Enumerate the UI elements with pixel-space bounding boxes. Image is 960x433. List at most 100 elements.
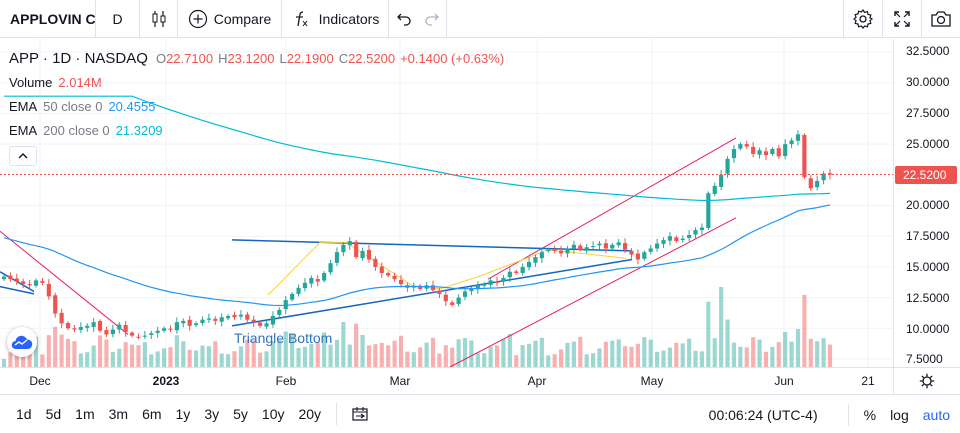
interval-selector[interactable]: D	[96, 0, 140, 38]
scale-settings-button[interactable]	[893, 368, 960, 394]
candle-body	[226, 316, 231, 319]
chart-grid	[0, 39, 893, 367]
range-3m[interactable]: 3m	[108, 406, 129, 422]
volume-bar	[283, 331, 288, 367]
price-chart[interactable]	[0, 39, 893, 367]
legend-collapse-button[interactable]	[9, 146, 37, 166]
time-label: Mar	[389, 374, 411, 388]
price-scale[interactable]: 32.5000 30.0000 27.5000 25.0000 20.0000 …	[893, 39, 960, 367]
ema-200-line[interactable]	[4, 95, 831, 202]
candle-body	[526, 261, 532, 268]
candle-body	[14, 278, 19, 282]
range-1m[interactable]: 1m	[75, 406, 95, 422]
candle-body	[296, 287, 301, 294]
range-20y[interactable]: 20y	[298, 406, 322, 422]
range-1d[interactable]: 1d	[16, 406, 32, 422]
candle-body	[469, 289, 474, 292]
candle-body	[462, 291, 468, 297]
undo-button[interactable]	[389, 0, 418, 38]
screenshot-button[interactable]	[921, 0, 960, 38]
legend-ema50-row[interactable]: EMA 50 close 0 20.4555	[9, 94, 509, 118]
candle-body	[808, 178, 813, 189]
volume-bar	[783, 332, 788, 367]
symbol-search[interactable]: APPLOVIN C	[0, 0, 96, 38]
volume-bar	[341, 322, 346, 367]
candle-body	[194, 323, 199, 326]
volume-bar	[808, 338, 813, 367]
candle-body	[815, 180, 820, 188]
auto-scale-toggle[interactable]: auto	[922, 406, 950, 423]
volume-bar	[411, 352, 416, 367]
range-3y[interactable]: 3y	[204, 406, 220, 422]
range-1y[interactable]: 1y	[175, 406, 191, 422]
chart-type-button[interactable]	[140, 0, 178, 38]
settings-button[interactable]	[843, 0, 882, 38]
volume-bar	[667, 347, 673, 367]
candle-body	[661, 239, 666, 244]
candle-body	[136, 336, 141, 338]
volume-bar	[328, 344, 333, 367]
volume-bar	[155, 351, 160, 367]
volume-bar	[354, 323, 359, 367]
range-5y[interactable]: 5y	[233, 406, 248, 422]
volume-bar	[405, 351, 410, 367]
volume-bar	[296, 348, 301, 367]
volume-bar	[469, 340, 474, 367]
candle-body	[309, 277, 314, 284]
volume-bar	[533, 340, 538, 367]
candle-body	[731, 149, 737, 159]
time-label: Apr	[527, 374, 547, 388]
range-5d[interactable]: 5d	[45, 406, 62, 422]
volume-bar	[398, 335, 404, 367]
candle-body	[72, 328, 77, 330]
volume-bar	[546, 355, 551, 367]
candle-body	[149, 333, 154, 335]
volume-bar	[514, 355, 519, 367]
candle-body	[584, 247, 589, 251]
gear-icon	[853, 8, 874, 29]
volume-bar	[373, 344, 378, 367]
legend-ema200-row[interactable]: EMA 200 close 0 21.3209	[9, 118, 509, 142]
legend-volume-row[interactable]: Volume 2.014M	[9, 70, 509, 94]
volume-bar	[366, 345, 372, 367]
candle-body	[623, 243, 628, 250]
volume-bar	[603, 341, 608, 367]
ema-50-line[interactable]	[3, 204, 831, 307]
undo-icon	[396, 13, 411, 26]
range-6m[interactable]: 6m	[142, 406, 162, 422]
volume-bar	[219, 353, 224, 367]
candle-body	[104, 330, 109, 335]
candle-body	[450, 302, 455, 305]
fullscreen-icon	[894, 11, 910, 27]
volume-bar	[123, 342, 128, 367]
indicators-button[interactable]: Indicators	[282, 0, 389, 38]
tradingview-logo[interactable]	[7, 327, 37, 357]
candle-body	[693, 230, 698, 235]
candle-body	[629, 250, 634, 255]
log-scale-toggle[interactable]: log	[890, 406, 909, 423]
price-label: 10.0000	[906, 322, 950, 336]
volume-bar	[238, 346, 243, 367]
volume-bar	[53, 326, 58, 367]
clock-timezone[interactable]: 00:06:24 (UTC-4)	[708, 406, 818, 423]
volume-bar	[174, 335, 179, 367]
candle-body	[514, 271, 519, 274]
redo-button[interactable]	[418, 0, 447, 38]
volume-bar	[302, 346, 308, 367]
candle-body	[168, 328, 173, 330]
candle-body	[21, 281, 26, 285]
candle-body	[719, 174, 724, 187]
candle-body	[277, 309, 282, 315]
fullscreen-button[interactable]	[882, 0, 921, 38]
triangle-bottom-label[interactable]: Triangle Bottom	[234, 330, 333, 346]
candle-body	[565, 248, 570, 254]
range-10y[interactable]: 10y	[261, 406, 285, 422]
compare-button[interactable]: Compare	[178, 0, 282, 38]
date-range-button[interactable]	[345, 406, 375, 422]
time-scale[interactable]: Dec 2023 Feb Mar Apr May Jun 21	[0, 367, 960, 394]
percent-scale-toggle[interactable]: %	[863, 406, 877, 423]
candle-body	[334, 252, 340, 263]
sun-gear-icon	[919, 373, 935, 389]
time-label: 2023	[152, 374, 180, 388]
volume-bar	[687, 338, 692, 367]
